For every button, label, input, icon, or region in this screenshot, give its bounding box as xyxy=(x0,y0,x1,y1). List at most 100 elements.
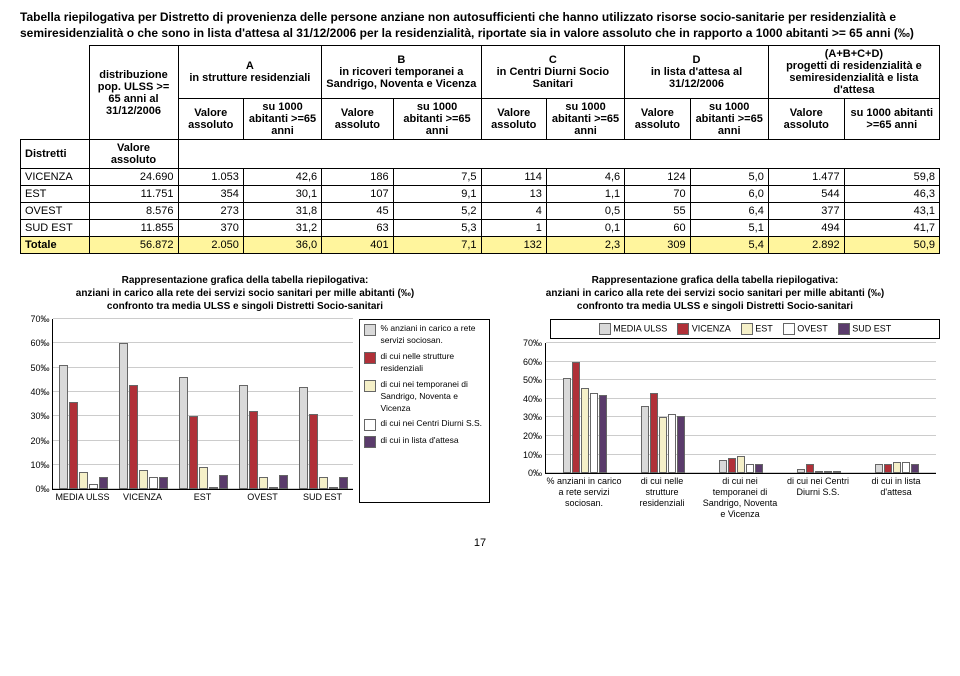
bar xyxy=(641,406,649,473)
th-va: Valore assoluto xyxy=(481,99,546,140)
legend-item: VICENZA xyxy=(677,323,731,335)
legend-item: EST xyxy=(741,323,773,335)
bar xyxy=(199,467,208,489)
legend-item: di cui in lista d'attesa xyxy=(364,435,485,448)
legend-item: % anziani in carico a rete servizi socio… xyxy=(364,323,485,347)
bar xyxy=(797,469,805,473)
bar xyxy=(893,462,901,473)
bar xyxy=(824,471,832,473)
y-tick-label: 20‰ xyxy=(30,436,53,446)
bar xyxy=(668,414,676,473)
y-tick-label: 30‰ xyxy=(523,412,546,422)
bar xyxy=(581,388,589,473)
chart1-legend: % anziani in carico a rete servizi socio… xyxy=(359,319,490,503)
bar xyxy=(99,477,108,489)
bar xyxy=(650,393,658,473)
plot1-area: 0‰10‰20‰30‰40‰50‰60‰70‰ xyxy=(52,319,353,490)
bar xyxy=(149,477,158,489)
bar xyxy=(209,487,218,489)
x-tick-label: MEDIA ULSS xyxy=(52,490,112,503)
table-row: VICENZA24.6901.05342,61867,51144,61245,0… xyxy=(21,169,940,186)
bar xyxy=(279,475,288,490)
th-va: Valore assoluto xyxy=(768,99,844,140)
y-tick-label: 10‰ xyxy=(523,450,546,460)
th-c: C in Centri Diurni Socio Sanitari xyxy=(481,46,625,99)
x-tick-label: di cui nei temporanei di Sandrigo, Noven… xyxy=(701,474,779,519)
th-sa: su 1000 abitanti >=65 anni xyxy=(844,99,939,140)
th-distretti: Distretti xyxy=(21,140,90,169)
y-tick-label: 40‰ xyxy=(30,387,53,397)
th-sa: su 1000 abitanti >=65 anni xyxy=(243,99,321,140)
x-tick-label: VICENZA xyxy=(112,490,172,503)
legend-item: OVEST xyxy=(783,323,828,335)
bar xyxy=(677,416,685,474)
bar xyxy=(590,393,598,473)
x-tick-label: di cui nelle strutture residenziali xyxy=(623,474,701,519)
bar xyxy=(728,458,736,473)
chart-left: 0‰10‰20‰30‰40‰50‰60‰70‰ MEDIA ULSSVICENZ… xyxy=(20,319,490,503)
bar xyxy=(239,385,248,489)
y-tick-label: 30‰ xyxy=(30,411,53,421)
x-tick-label: di cui in lista d'attesa xyxy=(857,474,935,519)
y-tick-label: 10‰ xyxy=(30,460,53,470)
y-tick-label: 20‰ xyxy=(523,431,546,441)
bar xyxy=(299,387,308,489)
bar xyxy=(659,417,667,473)
th-a: A in strutture residenziali xyxy=(178,46,322,99)
y-tick-label: 50‰ xyxy=(523,375,546,385)
bar xyxy=(339,477,348,489)
chart-right: MEDIA ULSS VICENZA EST OVEST SUD EST 0‰1… xyxy=(510,319,940,519)
y-tick-label: 40‰ xyxy=(523,394,546,404)
chart2-legend: MEDIA ULSS VICENZA EST OVEST SUD EST xyxy=(550,319,940,339)
page-number: 17 xyxy=(20,537,940,549)
th-b: B in ricoveri temporanei a Sandrigo, Nov… xyxy=(322,46,481,99)
table-row: OVEST8.57627331,8455,240,5556,437743,1 xyxy=(21,203,940,220)
th-va: Valore assoluto xyxy=(625,99,690,140)
bar xyxy=(89,484,98,489)
chart2-subtitle: Rappresentazione grafica della tabella r… xyxy=(490,274,940,313)
bar xyxy=(249,411,258,489)
th-dist: distribuzione pop. ULSS >= 65 anni al 31… xyxy=(89,46,178,140)
summary-table: distribuzione pop. ULSS >= 65 anni al 31… xyxy=(20,45,940,254)
th-sa: su 1000 abitanti >=65 anni xyxy=(690,99,768,140)
chart1-subtitle: Rappresentazione grafica della tabella r… xyxy=(20,274,470,313)
bar xyxy=(329,487,338,489)
table-title: Tabella riepilogativa per Distretto di p… xyxy=(20,10,940,41)
y-tick-label: 60‰ xyxy=(30,338,53,348)
th-e: (A+B+C+D) progetti di residenzialità e s… xyxy=(768,46,939,99)
y-tick-label: 70‰ xyxy=(30,314,53,324)
legend-item: di cui nelle strutture residenziali xyxy=(364,351,485,375)
bar xyxy=(59,365,68,489)
th-va: Valore assoluto xyxy=(322,99,393,140)
y-tick-label: 50‰ xyxy=(30,363,53,373)
bar xyxy=(875,464,883,473)
bar xyxy=(309,414,318,489)
y-tick-label: 70‰ xyxy=(523,338,546,348)
th-sa: su 1000 abitanti >=65 anni xyxy=(393,99,481,140)
legend-item: di cui nei temporanei di Sandrigo, Noven… xyxy=(364,379,485,415)
x-tick-label: SUD EST xyxy=(292,490,352,503)
table-row: EST11.75135430,11079,1131,1706,054446,3 xyxy=(21,186,940,203)
th-d: D in lista d'attesa al 31/12/2006 xyxy=(625,46,769,99)
legend-item: SUD EST xyxy=(838,323,892,335)
bar xyxy=(69,402,78,489)
bar xyxy=(79,472,88,489)
bar xyxy=(159,477,168,489)
plot2-area: 0‰10‰20‰30‰40‰50‰60‰70‰ xyxy=(545,343,936,474)
bar xyxy=(572,362,580,473)
y-tick-label: 60‰ xyxy=(523,357,546,367)
x-tick-label: OVEST xyxy=(232,490,292,503)
bar xyxy=(129,385,138,489)
bar xyxy=(139,470,148,489)
bar xyxy=(259,477,268,489)
bar xyxy=(219,475,228,490)
bar xyxy=(599,395,607,473)
x-tick-label: % anziani in carico a rete servizi socio… xyxy=(545,474,623,519)
table-row: Totale56.8722.05036,04017,11322,33095,42… xyxy=(21,237,940,254)
legend-item: MEDIA ULSS xyxy=(599,323,668,335)
th-va: Valore assoluto xyxy=(89,140,178,169)
x-tick-label: di cui nei Centri Diurni S.S. xyxy=(779,474,857,519)
y-tick-label: 0‰ xyxy=(35,484,53,494)
bar xyxy=(269,487,278,489)
bar xyxy=(719,460,727,473)
